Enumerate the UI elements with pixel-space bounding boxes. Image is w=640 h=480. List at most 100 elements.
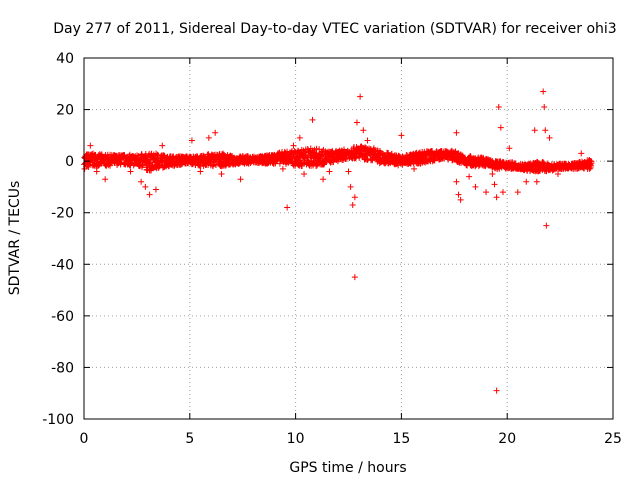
data-point [85, 163, 92, 170]
outlier-point-27 [351, 194, 358, 201]
outlier-point-21 [320, 176, 327, 183]
outlier-point-4 [138, 178, 145, 185]
outlier-point-59 [546, 134, 553, 141]
outlier-point-6 [146, 191, 153, 198]
grid-lines [84, 58, 613, 419]
outlier-point-57 [542, 127, 549, 134]
outlier-point-36 [453, 178, 460, 185]
outlier-point-34 [398, 132, 405, 139]
outlier-point-5 [142, 183, 149, 190]
outlier-point-8 [159, 142, 166, 149]
data-point [343, 155, 350, 162]
data-point [294, 158, 301, 165]
outlier-point-49 [493, 387, 500, 394]
outlier-point-53 [531, 127, 538, 134]
outlier-point-38 [457, 196, 464, 203]
outlier-point-1 [93, 168, 100, 175]
outlier-point-60 [554, 171, 561, 178]
outlier-point-31 [351, 274, 358, 281]
data-point [107, 162, 114, 169]
outlier-point-37 [455, 191, 462, 198]
outlier-point-61 [578, 150, 585, 157]
outlier-point-45 [493, 194, 500, 201]
y-tick-label: -40 [51, 257, 74, 273]
outlier-point-32 [364, 137, 371, 144]
x-tick-label: 5 [185, 431, 194, 447]
y-tick-label: 0 [65, 154, 74, 170]
outlier-point-19 [301, 171, 308, 178]
outlier-point-16 [284, 204, 291, 211]
outlier-point-7 [152, 186, 159, 193]
outlier-point-26 [349, 201, 356, 208]
outlier-point-25 [347, 183, 354, 190]
outlier-point-14 [237, 176, 244, 183]
y-tick-label: 20 [56, 103, 74, 119]
x-tick-label: 15 [392, 431, 410, 447]
outlier-point-54 [533, 178, 540, 185]
y-tick-label: -100 [42, 412, 74, 428]
data-point [84, 162, 91, 169]
outlier-point-47 [497, 124, 504, 131]
outlier-point-9 [188, 137, 195, 144]
outlier-point-51 [514, 189, 521, 196]
data-point [588, 160, 595, 167]
y-tick-label: -60 [51, 309, 74, 325]
data-point [356, 154, 363, 161]
outlier-point-30 [360, 127, 367, 134]
outlier-point-0 [87, 142, 94, 149]
outlier-point-40 [466, 173, 473, 180]
outlier-point-55 [540, 88, 547, 95]
outlier-point-58 [543, 222, 550, 229]
outlier-point-41 [472, 183, 479, 190]
outlier-point-29 [357, 93, 364, 100]
data-points [81, 88, 595, 394]
data-point [500, 158, 507, 165]
outlier-point-13 [218, 171, 225, 178]
axis-ticks: 0 5 10 15 20 25 -100 -80 -60 -40 -20 0 20 40 [42, 51, 622, 447]
data-point [276, 160, 283, 167]
outlier-point-39 [453, 129, 460, 136]
data-point [314, 162, 321, 169]
y-tick-label: -20 [51, 206, 74, 222]
outlier-point-48 [499, 189, 506, 196]
outlier-point-22 [326, 168, 333, 175]
chart-title: Day 277 of 2011, Sidereal Day-to-day VTE… [53, 21, 616, 37]
outlier-point-3 [127, 168, 134, 175]
x-tick-label: 20 [498, 431, 516, 447]
outlier-point-43 [489, 171, 496, 178]
outlier-point-20 [309, 116, 316, 123]
outlier-point-11 [205, 134, 212, 141]
outlier-point-46 [495, 103, 502, 110]
outlier-point-17 [290, 142, 297, 149]
outlier-point-10 [197, 168, 204, 175]
data-point [201, 153, 208, 160]
y-tick-label: -80 [51, 360, 74, 376]
outlier-point-23 [339, 147, 346, 154]
outlier-point-2 [102, 176, 109, 183]
outlier-point-44 [491, 181, 498, 188]
data-point [352, 154, 359, 161]
outlier-point-18 [296, 134, 303, 141]
outlier-point-28 [353, 119, 360, 126]
x-axis-label: GPS time / hours [289, 460, 406, 476]
outlier-point-50 [506, 145, 513, 152]
y-axis-label: SDTVAR / TECUs [7, 181, 23, 296]
outlier-point-35 [411, 165, 418, 172]
outlier-point-56 [541, 103, 548, 110]
x-tick-label: 25 [604, 431, 622, 447]
y-tick-label: 40 [56, 51, 74, 67]
data-point [313, 145, 320, 152]
outlier-point-24 [345, 168, 352, 175]
outlier-point-42 [483, 189, 490, 196]
plot-frame [83, 57, 614, 420]
dense-band-markers [81, 143, 595, 175]
outlier-point-15 [279, 165, 286, 172]
data-point [301, 153, 308, 160]
x-tick-label: 0 [80, 431, 89, 447]
data-point [431, 157, 438, 164]
outlier-point-12 [212, 129, 219, 136]
x-tick-label: 10 [287, 431, 305, 447]
outlier-point-33 [370, 145, 377, 152]
outlier-point-62 [584, 165, 591, 172]
